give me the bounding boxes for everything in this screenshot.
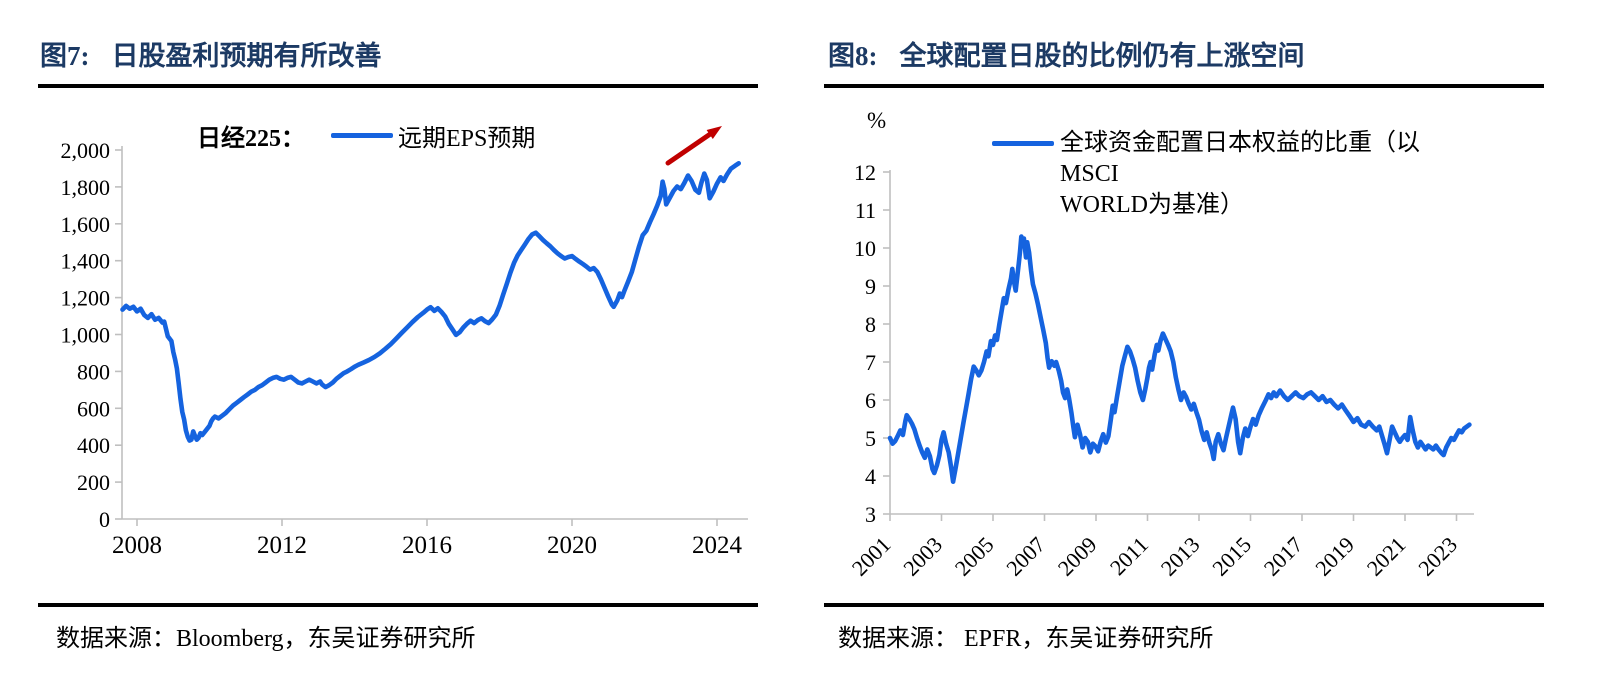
svg-text:2008: 2008	[112, 532, 162, 559]
source-divider-rule	[824, 603, 1544, 607]
svg-text:200: 200	[77, 470, 110, 495]
svg-text:1,800: 1,800	[61, 175, 111, 200]
svg-text:9: 9	[865, 274, 876, 299]
figure-7-source: 数据来源：Bloomberg，东吴证券研究所	[56, 626, 476, 652]
svg-text:8: 8	[865, 312, 876, 337]
svg-text:2016: 2016	[402, 532, 452, 559]
svg-text:2015: 2015	[1207, 532, 1256, 581]
title-divider-rule	[38, 84, 758, 88]
svg-text:12: 12	[854, 160, 876, 185]
figure-7-panel: 图7: 日股盈利预期有所改善 0 200 400 600 800 1,000 1,200 1,…	[38, 34, 758, 652]
figure-7-title-text: 日股盈利预期有所改善	[111, 41, 382, 71]
legend-series-label-line1: 全球资金配置日本权益的比重（以MSCI	[1060, 130, 1420, 187]
svg-text:1,600: 1,600	[61, 212, 111, 237]
svg-text:10: 10	[854, 236, 876, 261]
legend-series-label: 远期EPS预期	[398, 126, 536, 152]
up-trend-arrow	[665, 131, 714, 166]
figure-8-title: 图8: 全球配置日股的比例仍有上涨空间	[828, 34, 1305, 73]
nikkei-eps-line-chart: 0 200 400 600 800 1,000 1,200 1,400 1,600 1,800 2,…	[61, 126, 748, 559]
svg-text:2013: 2013	[1156, 532, 1205, 581]
svg-text:2023: 2023	[1413, 532, 1462, 581]
svg-text:2001: 2001	[847, 532, 896, 581]
figure-8-title-prefix: 图8:	[828, 41, 878, 71]
svg-text:6: 6	[865, 388, 876, 413]
legend-series-prefix: 日经225：	[197, 126, 305, 152]
svg-text:2024: 2024	[692, 532, 743, 559]
svg-text:400: 400	[77, 433, 110, 458]
legend-line-icon	[992, 141, 1054, 146]
svg-text:2019: 2019	[1310, 532, 1359, 581]
svg-text:1,000: 1,000	[61, 323, 111, 348]
figure-8-title-text: 全球配置日股的比例仍有上涨空间	[899, 41, 1305, 71]
svg-text:4: 4	[865, 464, 876, 489]
figure-8-source: 数据来源： EPFR，东吴证券研究所	[838, 626, 1214, 652]
legend-line-icon	[331, 133, 393, 138]
svg-text:2003: 2003	[898, 532, 947, 581]
svg-text:1,400: 1,400	[61, 249, 111, 274]
svg-text:2,000: 2,000	[61, 138, 111, 163]
svg-text:5: 5	[865, 426, 876, 451]
legend-series-label-line2: WORLD为基准）	[1060, 192, 1244, 218]
svg-text:2011: 2011	[1105, 532, 1153, 580]
figure-7-legend: 日经225： 远期EPS预期	[197, 118, 535, 153]
svg-text:2007: 2007	[1001, 532, 1050, 581]
svg-text:7: 7	[865, 350, 876, 375]
figure-7-title: 图7: 日股盈利预期有所改善	[40, 34, 382, 73]
figure-8-panel: 图8: 全球配置日股的比例仍有上涨空间 % 3 4 5 6 7 8 9 10 11 12 2001 2…	[812, 0, 1624, 686]
svg-text:2020: 2020	[547, 532, 597, 559]
svg-text:2017: 2017	[1259, 532, 1308, 581]
svg-text:800: 800	[77, 359, 110, 384]
svg-text:11: 11	[855, 198, 876, 223]
svg-text:600: 600	[77, 396, 110, 421]
source-divider-rule	[38, 603, 758, 607]
title-divider-rule	[824, 84, 1544, 88]
figure-8-legend: 全球资金配置日本权益的比重（以MSCI WORLD为基准）	[992, 128, 1460, 221]
svg-text:1,200: 1,200	[61, 286, 111, 311]
y-axis-unit-label: %	[867, 108, 887, 133]
up-trend-arrow-head	[706, 126, 722, 139]
svg-text:2005: 2005	[950, 532, 999, 581]
svg-text:0: 0	[99, 507, 110, 532]
svg-text:2012: 2012	[257, 532, 307, 559]
legend-series-label: 全球资金配置日本权益的比重（以MSCI WORLD为基准）	[1060, 128, 1460, 221]
svg-text:2021: 2021	[1362, 532, 1411, 581]
svg-text:3: 3	[865, 502, 876, 527]
figure-7-title-prefix: 图7:	[40, 41, 90, 71]
svg-text:2009: 2009	[1053, 532, 1102, 581]
